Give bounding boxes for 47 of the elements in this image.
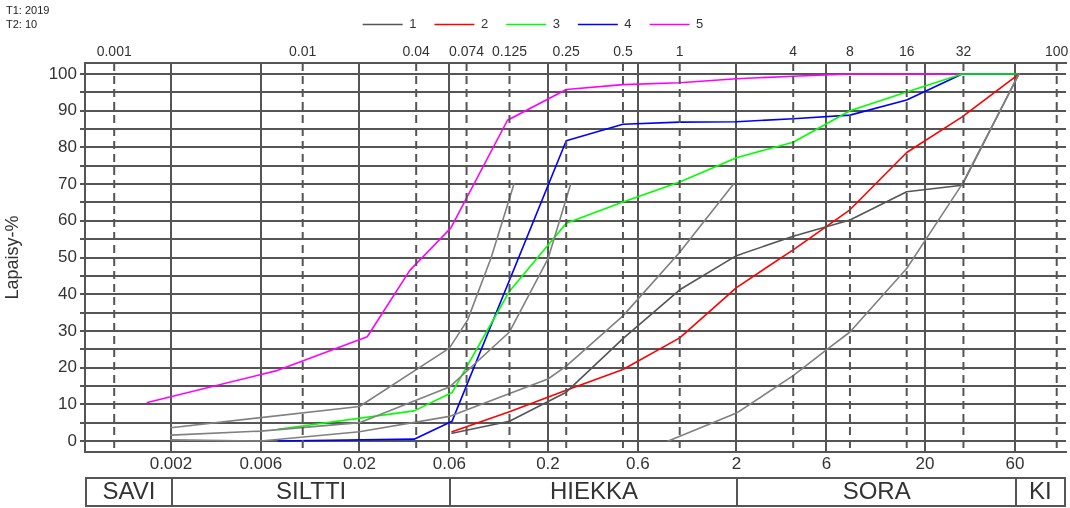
y-tick-label: 40 bbox=[58, 283, 77, 303]
y-tick-label: 60 bbox=[58, 210, 77, 230]
ref-line-label: 16 bbox=[898, 42, 915, 59]
ref-line-label: 0.01 bbox=[289, 42, 317, 59]
x-tick-label: 0.02 bbox=[342, 453, 376, 473]
ref-line-label: 0.04 bbox=[402, 42, 431, 59]
y-tick-label: 0 bbox=[67, 430, 77, 450]
y-tick-label: 20 bbox=[58, 357, 77, 377]
text: HIEKKA bbox=[449, 477, 737, 507]
y-tick-label: 30 bbox=[58, 320, 77, 340]
legend-label: 2 bbox=[480, 16, 489, 32]
y-tick-label: 70 bbox=[58, 173, 77, 193]
ref-line-label: 0.125 bbox=[491, 42, 528, 59]
ref-line-label: 0.001 bbox=[96, 42, 132, 59]
ref-line-label: 8 bbox=[846, 42, 855, 59]
text: SILTTI bbox=[170, 477, 450, 507]
x-tick-label: 0.002 bbox=[149, 453, 193, 473]
x-tick-label: 6 bbox=[821, 453, 832, 473]
x-tick-label: 0.2 bbox=[536, 453, 560, 473]
text: T2: 10 bbox=[6, 17, 39, 31]
y-tick-label: 10 bbox=[58, 393, 77, 413]
text: T1: 2019 bbox=[6, 3, 50, 17]
x-tick-label: 0.006 bbox=[239, 453, 283, 473]
text: SORA bbox=[736, 477, 1015, 507]
x-tick-label: 60 bbox=[1005, 453, 1025, 473]
text: KI bbox=[1014, 477, 1066, 507]
legend-label: 4 bbox=[624, 16, 632, 32]
x-tick-label: 0.6 bbox=[626, 453, 650, 473]
ref-line-label: 0.074 bbox=[449, 42, 485, 59]
y-axis-title: Lapaisy-% bbox=[1, 215, 22, 300]
ref-line-label: 1 bbox=[675, 42, 684, 59]
ref-line-label: 32 bbox=[955, 42, 972, 59]
x-tick-label: 2 bbox=[731, 453, 742, 473]
legend-label: 3 bbox=[552, 16, 560, 32]
x-tick-label: 0.06 bbox=[432, 453, 466, 473]
legend-label: 5 bbox=[696, 16, 704, 32]
y-tick-label: 80 bbox=[58, 137, 77, 157]
ref-line-label: 0.25 bbox=[552, 42, 581, 59]
text: SAVI bbox=[85, 477, 171, 507]
ref-line-label: 0.5 bbox=[613, 42, 633, 59]
ref-line-label: 4 bbox=[789, 42, 798, 59]
y-tick-label: 90 bbox=[58, 100, 77, 120]
y-tick-label: 50 bbox=[58, 247, 77, 267]
ref-line-label: 100 bbox=[1045, 42, 1069, 59]
legend-label: 1 bbox=[409, 16, 417, 32]
x-tick-label: 20 bbox=[915, 453, 935, 473]
y-tick-label: 100 bbox=[48, 63, 77, 83]
